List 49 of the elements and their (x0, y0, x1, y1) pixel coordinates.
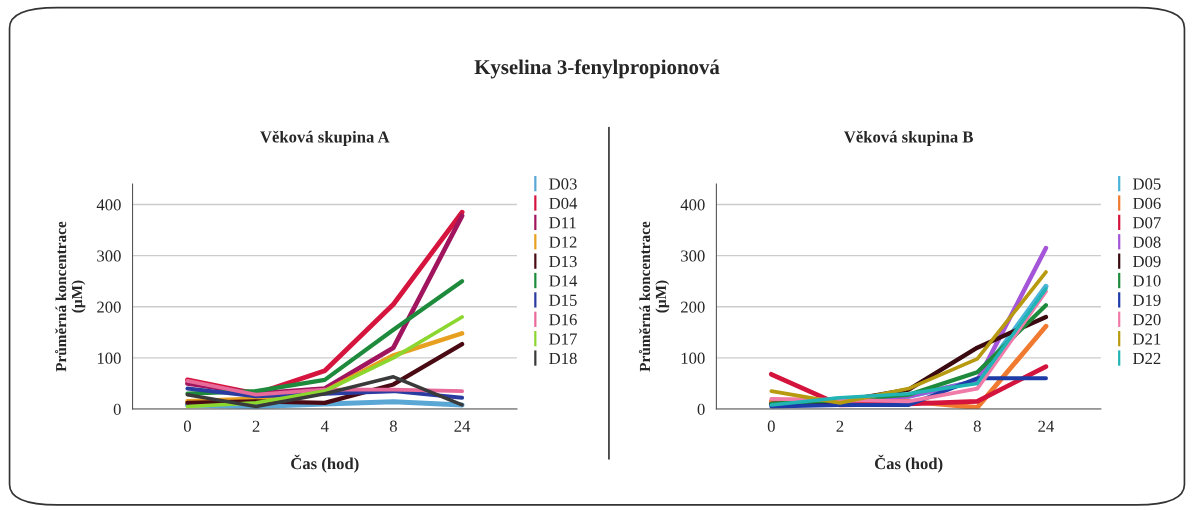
y-tick-label: 0 (697, 403, 705, 415)
y-axis-title: Průměrná koncentrace (µM) (55, 221, 86, 372)
legend-label: D17 (549, 333, 577, 345)
legend-label: D19 (1133, 294, 1161, 306)
x-tick-label: 8 (973, 420, 981, 432)
legend-label: D15 (549, 294, 577, 306)
x-tick-label: 2 (836, 420, 844, 432)
chart-title: Věková skupina B (843, 130, 974, 146)
y-tick-label: 400 (96, 199, 121, 211)
x-tick-label: 4 (904, 420, 913, 432)
x-tick-label: 2 (252, 420, 260, 432)
legend-label: D22 (1133, 352, 1161, 364)
legend-label: D03 (549, 178, 577, 190)
x-axis-title: Čas (hod) (874, 454, 943, 473)
text: Kyselina 3-fenylpropionová (474, 59, 720, 79)
y-tick-label: 100 (681, 352, 705, 364)
x-tick-label: 0 (183, 420, 191, 432)
legend-label: D12 (549, 236, 577, 248)
x-tick-label: 4 (320, 420, 329, 432)
y-axis-title: Průměrná koncentrace (µM) (638, 221, 670, 372)
chart-title: Věková skupina A (260, 130, 390, 146)
legend-label: D14 (549, 275, 578, 287)
legend-label: D10 (1133, 275, 1161, 287)
x-tick-label: 24 (1038, 420, 1055, 432)
legend-label: D04 (549, 197, 578, 209)
legend-label: D07 (1133, 217, 1161, 229)
legend-label: D06 (1133, 197, 1161, 209)
legend-label: D08 (1133, 236, 1161, 248)
x-tick-label: 0 (767, 420, 775, 432)
y-tick-label: 0 (113, 403, 121, 415)
legend-label: D21 (1133, 333, 1161, 345)
x-tick-label: 8 (389, 420, 397, 432)
y-tick-label: 200 (97, 301, 121, 313)
legend-label: D05 (1133, 178, 1161, 190)
line-series (185, 375, 464, 409)
legend-label: D13 (549, 255, 577, 268)
x-tick-label: 24 (454, 420, 471, 432)
y-tick-label: 400 (680, 199, 705, 211)
legend-label: D20 (1133, 314, 1161, 326)
y-tick-label: 200 (681, 301, 705, 313)
y-tick-label: 300 (681, 250, 705, 262)
legend-label: D11 (549, 217, 576, 229)
y-tick-label: 100 (97, 352, 121, 364)
legend-label: D18 (549, 352, 577, 365)
x-axis-title: Čas (hod) (291, 454, 359, 473)
y-tick-label: 300 (97, 250, 121, 262)
legend-label: D09 (1133, 255, 1161, 268)
line-series (185, 315, 464, 409)
legend-label: D16 (549, 314, 577, 326)
